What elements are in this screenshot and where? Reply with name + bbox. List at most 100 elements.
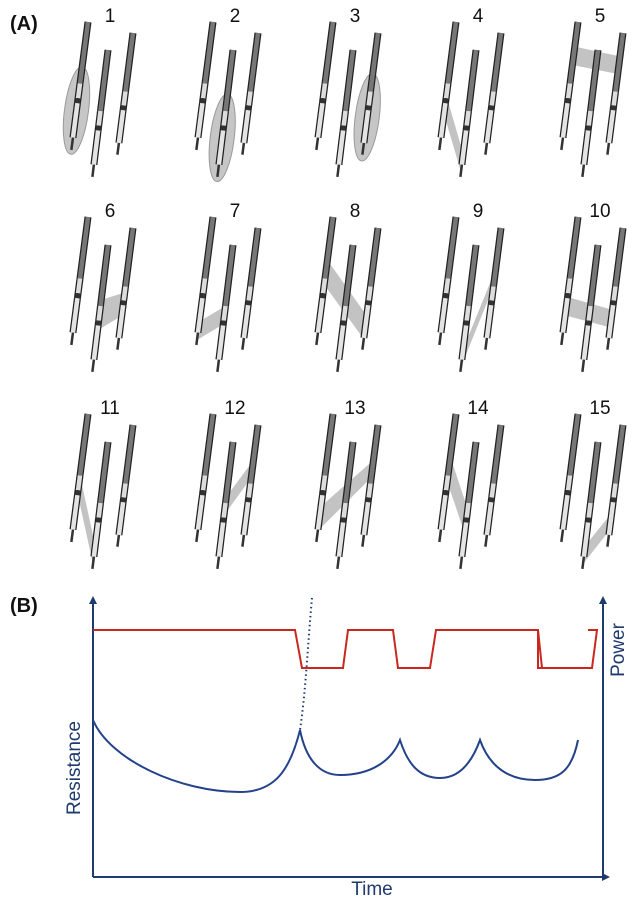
electrode	[314, 21, 337, 151]
electrode-tip	[459, 556, 464, 570]
electrode-segment	[121, 91, 128, 106]
electrode-tip-body	[195, 494, 205, 530]
electrode-tip-body	[241, 304, 251, 339]
electrode-tip	[70, 529, 75, 543]
configuration: 14	[437, 398, 505, 570]
electrode	[90, 49, 112, 178]
configuration-number: 6	[105, 201, 116, 222]
electrode-shaft	[343, 244, 356, 307]
electrode-tip	[606, 534, 611, 547]
electrode-shaft	[567, 21, 581, 84]
electrode-tip	[438, 332, 443, 346]
electrode	[437, 21, 460, 151]
electrode-shaft	[123, 424, 136, 484]
electrode-tip-body	[336, 325, 346, 360]
electrode-band	[200, 97, 206, 104]
electrode-band	[320, 97, 326, 104]
electrode-shaft	[248, 32, 261, 92]
electrode-band	[488, 105, 494, 111]
electrode	[335, 49, 357, 178]
electrode	[115, 32, 137, 155]
electrode-segment	[200, 83, 208, 99]
electrode	[215, 441, 237, 570]
electrode-segment	[341, 110, 348, 126]
electrode-segment	[464, 305, 471, 321]
electrode-shaft	[77, 216, 91, 279]
electrode	[483, 32, 505, 155]
configuration: 1	[62, 6, 137, 178]
electrode-band	[488, 300, 494, 306]
electrode-band	[120, 497, 126, 503]
x-axis-label: Time	[351, 879, 393, 898]
electrode-tip-body	[70, 494, 80, 530]
electrode-segment	[366, 91, 373, 106]
electrode-shaft	[491, 32, 504, 92]
electrode-band	[340, 320, 346, 326]
electrode-tip-body	[336, 522, 346, 557]
electrode-band	[245, 105, 251, 111]
configuration: 15	[559, 398, 627, 570]
electrode-segment	[366, 483, 373, 498]
electrode-tip	[70, 332, 75, 346]
electrode	[605, 424, 627, 547]
y2-axis-label: Power	[608, 622, 629, 677]
electrode-band	[340, 517, 346, 523]
electrode-tip	[484, 142, 489, 155]
electrode-tip	[606, 337, 611, 350]
electrode-tip	[91, 556, 96, 570]
electrode-band	[95, 517, 101, 523]
electrode-tip-body	[459, 130, 469, 165]
electrode-tip	[195, 529, 200, 543]
electrode-segment	[341, 305, 348, 321]
configuration-number: 15	[589, 398, 610, 419]
electrode-shaft	[613, 32, 626, 92]
electrode-shaft	[322, 21, 336, 84]
electrode	[240, 424, 262, 547]
electrode-tip	[560, 332, 565, 346]
electrode-shaft	[77, 413, 91, 476]
electrode-shaft	[613, 227, 626, 287]
electrode-band	[585, 320, 591, 326]
electrode	[483, 424, 505, 547]
electrode-shaft	[368, 424, 381, 484]
electrode-tip-body	[116, 501, 126, 536]
electrode-band	[220, 517, 226, 523]
electrode-band	[610, 300, 616, 306]
electrode-tip	[216, 164, 221, 178]
electrode-shaft	[123, 227, 136, 287]
power-trace-edge	[537, 629, 543, 669]
electrode-tip	[560, 137, 565, 151]
ablation-zone	[583, 512, 612, 564]
resistance-trace	[92, 719, 579, 794]
electrode-tip	[91, 164, 96, 178]
electrode-tip-body	[216, 130, 226, 165]
electrode-segment	[489, 483, 496, 498]
configuration-number: 9	[473, 201, 484, 222]
electrode	[360, 424, 382, 547]
electrode-tip-body	[484, 304, 494, 339]
electrode-band	[463, 125, 469, 131]
electrode-segment	[611, 91, 618, 106]
electrode-band	[320, 489, 326, 496]
electrode	[360, 227, 382, 350]
electrode-segment	[443, 278, 451, 294]
electrode-tip-body	[438, 102, 448, 138]
electrode-segment	[320, 83, 328, 99]
electrode-segment	[489, 91, 496, 106]
electrode	[335, 441, 357, 570]
electrode-band	[365, 105, 371, 111]
configuration-number: 5	[595, 6, 606, 27]
ablation-zone	[447, 457, 468, 534]
electrode-band	[120, 300, 126, 306]
configuration-number: 4	[473, 6, 484, 27]
electrode	[314, 216, 337, 346]
electrode	[194, 413, 217, 543]
electrode-band	[75, 489, 81, 496]
electrode	[115, 227, 137, 350]
electrode-shaft	[466, 244, 479, 307]
electrode-tip-body	[361, 501, 371, 536]
electrode-tip	[216, 556, 221, 570]
electrode	[215, 244, 237, 373]
electrode-tip-body	[195, 102, 205, 138]
